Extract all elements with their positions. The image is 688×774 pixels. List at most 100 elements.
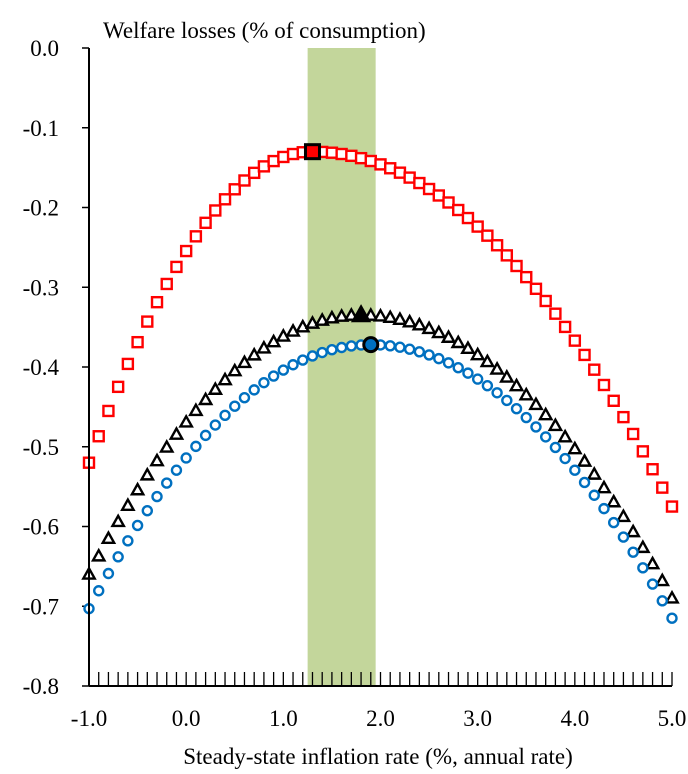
series-square xyxy=(82,143,679,513)
square-point xyxy=(121,357,135,371)
circle-point xyxy=(161,477,173,489)
y-tick-label: 0.0 xyxy=(30,36,59,61)
square-point xyxy=(374,158,387,171)
triangle-point xyxy=(605,493,622,508)
circle-point xyxy=(656,595,668,607)
square-point xyxy=(364,154,377,168)
triangle-point xyxy=(460,340,476,355)
square-point xyxy=(578,348,591,362)
circle-point xyxy=(549,441,562,454)
circle-point xyxy=(267,370,280,382)
triangle-point xyxy=(90,547,107,562)
triangle-point xyxy=(625,523,641,538)
triangle-point xyxy=(567,440,583,455)
x-tick-label: 3.0 xyxy=(463,706,492,731)
circle-point xyxy=(209,419,222,431)
square-point xyxy=(92,430,105,443)
circle-point xyxy=(297,354,309,366)
square-point xyxy=(111,380,125,394)
square-point xyxy=(656,481,669,494)
triangle-point xyxy=(178,413,194,428)
y-tick-label: -0.4 xyxy=(23,355,60,380)
circle-point xyxy=(578,476,591,489)
circle-point xyxy=(93,585,105,597)
square-point xyxy=(510,259,523,273)
square-point xyxy=(520,270,533,284)
circle-point xyxy=(433,352,445,365)
y-tick-label: -0.3 xyxy=(23,275,59,300)
circle-point xyxy=(608,516,620,529)
triangle-point xyxy=(450,334,466,349)
circle-point xyxy=(559,452,571,465)
circle-point xyxy=(394,341,406,353)
x-tick-label: -1.0 xyxy=(71,706,107,731)
series-layer xyxy=(81,143,680,624)
triangle-point xyxy=(596,479,612,494)
triangle-point xyxy=(635,539,651,554)
x-tick-label: 4.0 xyxy=(560,706,589,731)
square-point xyxy=(218,193,232,206)
square-point xyxy=(384,162,397,175)
triangle-point xyxy=(537,406,554,421)
circle-point xyxy=(510,403,523,415)
circle-point xyxy=(277,364,290,376)
square-point xyxy=(325,146,339,159)
circle-point xyxy=(238,392,251,404)
x-axis-title: Steady-state inflation rate (%, annual r… xyxy=(183,744,573,769)
circle-point xyxy=(345,340,358,352)
circle-point xyxy=(471,373,484,385)
square-point xyxy=(646,463,659,476)
square-point xyxy=(529,282,543,296)
square-point xyxy=(452,203,465,217)
square-point xyxy=(141,315,154,328)
triangle-point xyxy=(197,391,214,406)
circle-point xyxy=(219,409,231,421)
square-point xyxy=(247,166,261,180)
triangle-point xyxy=(372,307,389,322)
circle-point xyxy=(598,502,610,515)
y-tick-label: -0.1 xyxy=(23,116,59,141)
circle-point xyxy=(403,343,416,355)
triangle-point xyxy=(431,324,447,339)
square-point xyxy=(607,394,620,407)
triangle-point xyxy=(401,313,418,328)
tick-labels-layer: 0.0 -0.1 -0.2 -0.3 -0.4 -0.5 -0.6 -0.7 -0.8 -1.0 0… xyxy=(23,36,687,731)
circle-point xyxy=(199,429,212,442)
square-point xyxy=(277,150,290,164)
circle-point xyxy=(462,367,474,379)
circle-point xyxy=(326,343,338,356)
square-point xyxy=(403,171,416,184)
triangle-point xyxy=(644,555,661,570)
square-point xyxy=(539,294,552,308)
y-tick-label: -0.8 xyxy=(23,674,59,699)
square-point xyxy=(199,216,212,230)
square-point xyxy=(481,229,494,242)
triangle-point xyxy=(547,417,564,432)
circle-point xyxy=(491,387,503,399)
square-point xyxy=(267,154,280,168)
circle-point xyxy=(452,362,464,374)
triangle-point xyxy=(188,402,204,417)
triangle-point xyxy=(508,377,525,392)
square-point xyxy=(170,260,183,274)
triangle-point xyxy=(217,371,233,386)
circle-point xyxy=(229,400,241,412)
triangle-point xyxy=(139,466,156,481)
triangle-point xyxy=(518,386,534,401)
y-tick-label: -0.5 xyxy=(23,435,59,460)
highlight-triangle-point xyxy=(350,304,372,323)
series-triangle xyxy=(81,304,680,604)
square-point xyxy=(354,151,368,165)
square-point xyxy=(636,445,650,458)
square-point xyxy=(209,204,222,217)
circle-point xyxy=(102,567,115,580)
triangle-point xyxy=(333,308,350,322)
triangle-point xyxy=(158,438,175,453)
circle-point xyxy=(442,357,455,369)
circle-point xyxy=(258,376,270,389)
circle-point xyxy=(122,535,134,547)
y-tick-label: -0.2 xyxy=(23,196,59,221)
square-point xyxy=(286,147,300,161)
triangle-point xyxy=(207,381,224,395)
